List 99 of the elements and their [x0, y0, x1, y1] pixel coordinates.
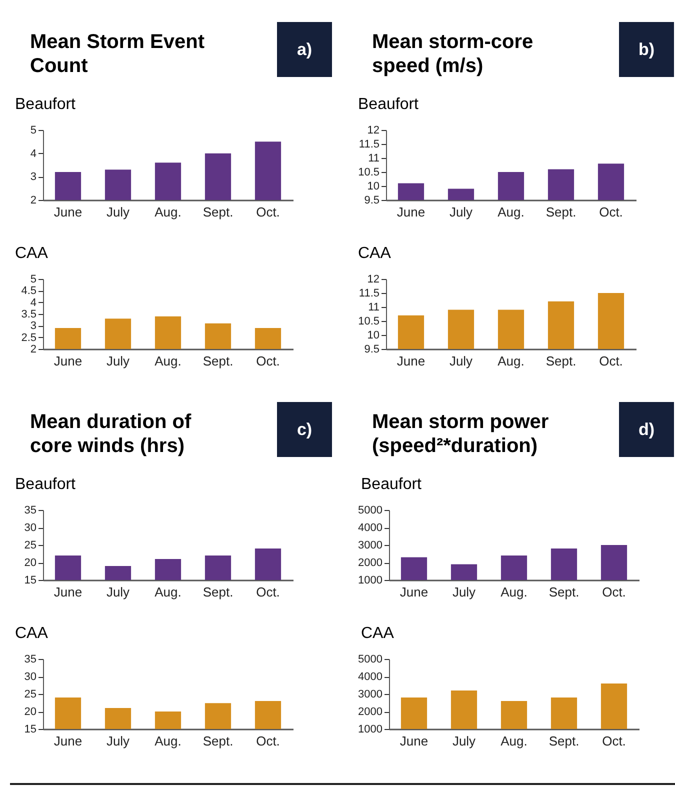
x-tick-label: Aug. — [498, 204, 524, 220]
y-tick-label: 12 — [367, 274, 380, 286]
y-tick-label: 1000 — [358, 574, 382, 586]
x-tick-label: June — [54, 584, 82, 600]
y-tick-label: 15 — [24, 574, 36, 586]
chart-subtitle: CAA — [358, 245, 392, 262]
y-tick-label: 11.5 — [358, 138, 380, 150]
text: c) — [277, 402, 332, 457]
y-tick-label: 12 — [367, 124, 380, 136]
y-tick-label: 1000 — [358, 724, 382, 736]
y-tick-label: 35 — [24, 504, 36, 516]
y-tick-label: 35 — [24, 654, 36, 666]
y-tick-label: 5000 — [358, 654, 382, 666]
x-tick-label: Sept. — [202, 354, 234, 368]
x-tick-label: Aug. — [154, 354, 182, 368]
y-tick-label: 10 — [367, 180, 380, 192]
x-tick-label: June — [54, 354, 82, 368]
x-tick-label: July — [449, 354, 474, 368]
y-tick-label: 20 — [24, 557, 36, 569]
y-tick-label: 2 — [30, 344, 36, 356]
x-tick-label: Aug. — [154, 734, 182, 748]
y-tick-label: 3 — [30, 320, 36, 332]
x-tick-label: July — [106, 584, 130, 600]
y-tick-label: 10.5 — [358, 166, 380, 178]
chart-title: Mean duration of core winds (hrs) — [30, 410, 192, 458]
x-tick-label: Oct. — [256, 354, 280, 368]
x-tick-label: July — [106, 354, 130, 368]
x-tick-label: June — [396, 354, 426, 368]
x-tick-label: Oct. — [256, 734, 280, 748]
x-tick-label: Oct. — [256, 584, 280, 600]
y-tick-label: 3000 — [358, 540, 382, 552]
y-tick-label: 10 — [367, 330, 380, 342]
y-tick-label: 11 — [368, 152, 380, 164]
y-tick-label: 30 — [24, 671, 36, 683]
x-tick-label: Aug. — [154, 584, 182, 600]
y-tick-label: 5 — [30, 274, 36, 286]
y-tick-label: 15 — [24, 724, 36, 736]
text: a) — [277, 22, 332, 77]
x-tick-label: July — [452, 584, 476, 600]
x-tick-label: Sept. — [546, 354, 576, 368]
y-tick-label: 5000 — [358, 504, 382, 516]
y-tick-label: 5 — [30, 124, 36, 136]
x-tick-label: July — [106, 204, 130, 220]
y-tick-label: 4000 — [358, 671, 382, 683]
y-tick-label: 3.5 — [21, 308, 36, 320]
x-tick-label: Aug. — [500, 584, 528, 600]
x-tick-label: June — [54, 734, 82, 748]
x-tick-label: Sept. — [548, 734, 580, 748]
chart-title: Mean Storm Event Count — [30, 30, 206, 78]
y-tick-label: 30 — [24, 522, 36, 534]
y-tick-label: 4 — [30, 148, 36, 160]
y-tick-label: 9.5 — [364, 194, 380, 206]
y-tick-label: 4.5 — [21, 285, 36, 298]
y-tick-label: 3 — [30, 171, 36, 184]
chart-subtitle: Beaufort — [15, 96, 76, 113]
x-tick-label: Oct. — [256, 204, 280, 220]
x-tick-label: Sept. — [202, 584, 234, 600]
x-tick-label: June — [396, 204, 426, 220]
chart-subtitle: CAA — [361, 625, 394, 642]
y-tick-label: 3000 — [358, 688, 382, 700]
chart-subtitle: CAA — [15, 625, 48, 642]
x-tick-label: Sept. — [546, 204, 576, 220]
chart-title: Mean storm power (speed²*duration) — [372, 410, 550, 458]
y-tick-label: 11.5 — [358, 288, 380, 300]
text: d) — [619, 402, 674, 457]
x-tick-label: June — [54, 204, 82, 220]
y-tick-label: 2000 — [358, 557, 382, 569]
chart-title: Mean storm-core speed (m/s) — [372, 30, 534, 78]
x-tick-label: Aug. — [498, 354, 524, 368]
chart-subtitle: CAA — [15, 245, 48, 262]
y-tick-label: 11 — [368, 302, 380, 314]
x-tick-label: Oct. — [602, 584, 626, 600]
x-tick-label: June — [400, 734, 428, 748]
x-tick-label: Oct. — [599, 204, 623, 220]
y-tick-label: 4 — [30, 296, 36, 309]
chart-subtitle: Beaufort — [15, 476, 76, 493]
text: b) — [619, 22, 674, 77]
x-tick-label: July — [449, 204, 474, 220]
x-tick-label: Aug. — [500, 734, 528, 748]
y-tick-label: 4000 — [358, 522, 382, 534]
y-tick-label: 9.5 — [364, 344, 380, 356]
y-tick-label: 25 — [24, 688, 36, 700]
x-tick-label: Oct. — [599, 354, 623, 368]
y-tick-label: 20 — [24, 706, 36, 718]
x-tick-label: Aug. — [154, 204, 182, 220]
y-tick-label: 2 — [30, 194, 36, 206]
x-tick-label: Sept. — [548, 584, 580, 600]
x-tick-label: July — [452, 734, 476, 748]
y-tick-label: 2000 — [358, 706, 382, 718]
chart-subtitle: Beaufort — [361, 476, 422, 493]
x-tick-label: Oct. — [602, 734, 626, 748]
x-tick-label: Sept. — [202, 204, 234, 220]
chart-subtitle: Beaufort — [358, 96, 420, 113]
x-tick-label: Sept. — [202, 734, 234, 748]
y-tick-label: 10.5 — [358, 316, 380, 328]
x-tick-label: July — [106, 734, 130, 748]
y-tick-label: 2.5 — [21, 332, 36, 344]
x-tick-label: June — [400, 584, 428, 600]
y-tick-label: 25 — [24, 540, 36, 552]
